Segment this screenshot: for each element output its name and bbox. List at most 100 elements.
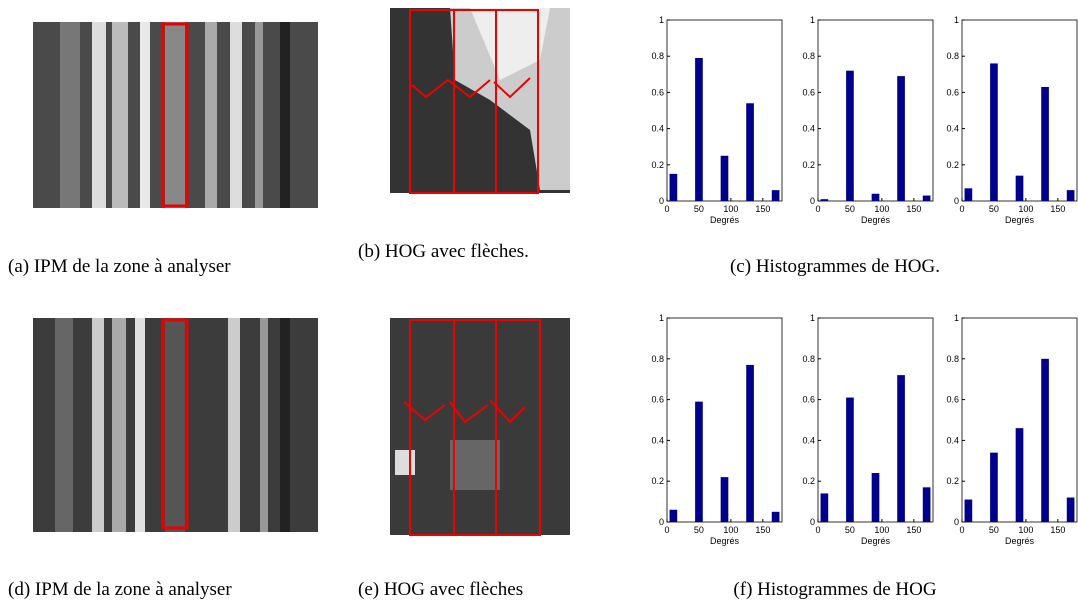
- y-tick-label: 0.6: [651, 395, 664, 405]
- bar: [846, 70, 854, 202]
- y-tick-label: 0: [954, 517, 959, 527]
- caption: (f) Histogrammes de HOG: [733, 579, 936, 600]
- x-tick-label: 50: [845, 525, 855, 535]
- x-tick-label: 0: [959, 204, 964, 214]
- y-tick-label: 0.4: [651, 435, 664, 445]
- bar: [820, 493, 829, 522]
- x-tick-label: 100: [723, 525, 738, 535]
- bar: [720, 155, 729, 201]
- axes-box: [961, 19, 1078, 202]
- y-tick-label: 1: [954, 313, 959, 323]
- bar: [771, 511, 780, 522]
- x-tick-label: 0: [664, 204, 669, 214]
- y-tick-label: 0.4: [802, 124, 815, 134]
- y-tick-label: 0.4: [946, 435, 959, 445]
- bar: [1041, 86, 1049, 201]
- bar: [746, 364, 754, 522]
- x-tick-label: 100: [723, 204, 738, 214]
- x-tick-label: 100: [874, 204, 889, 214]
- y-tick-label: 0: [659, 517, 664, 527]
- y-tick-label: 0.2: [946, 476, 959, 486]
- x-tick-label: 100: [1018, 525, 1033, 535]
- bar: [964, 188, 973, 201]
- x-axis-label: Degrés: [1005, 536, 1035, 546]
- caption: (b) HOG avec flèches.: [358, 241, 529, 262]
- x-tick-label: 150: [906, 525, 921, 535]
- y-tick-label: 0.6: [946, 395, 959, 405]
- y-tick-label: 0: [954, 196, 959, 206]
- bar: [897, 76, 905, 201]
- y-tick-label: 1: [659, 313, 664, 323]
- bar: [922, 195, 931, 201]
- bar: [746, 103, 754, 201]
- y-tick-label: 0.2: [651, 476, 664, 486]
- y-tick-label: 0: [810, 517, 815, 527]
- bar: [1066, 497, 1075, 522]
- y-tick-label: 0.2: [651, 160, 664, 170]
- bar: [669, 173, 678, 201]
- y-tick-label: 0.4: [651, 124, 664, 134]
- bar: [695, 401, 703, 522]
- bar: [820, 199, 829, 201]
- hog-image-e: [390, 318, 570, 536]
- y-tick-label: 1: [954, 15, 959, 25]
- caption: (c) Histogrammes de HOG.: [730, 256, 940, 277]
- x-tick-label: 100: [1018, 204, 1033, 214]
- bar: [669, 509, 678, 522]
- bar: [1041, 358, 1049, 522]
- bar: [922, 487, 931, 522]
- bar: [990, 452, 998, 522]
- y-tick-label: 0.8: [946, 354, 959, 364]
- y-tick-label: 1: [810, 313, 815, 323]
- y-tick-label: 1: [659, 15, 664, 25]
- y-tick-label: 1: [810, 15, 815, 25]
- bar: [771, 190, 780, 201]
- y-tick-label: 0.6: [802, 87, 815, 97]
- y-tick-label: 0.2: [802, 160, 815, 170]
- ipm-image-a: [33, 22, 318, 208]
- y-tick-label: 0.2: [802, 476, 815, 486]
- x-tick-label: 150: [755, 525, 770, 535]
- caption: (e) HOG avec flèches: [358, 579, 523, 600]
- y-tick-label: 0.2: [946, 160, 959, 170]
- caption: (a) IPM de la zone à analyser: [8, 256, 231, 277]
- y-tick-label: 0: [659, 196, 664, 206]
- x-tick-label: 50: [694, 204, 704, 214]
- x-tick-label: 50: [989, 525, 999, 535]
- x-axis-label: Degrés: [861, 536, 891, 546]
- bar: [1015, 175, 1024, 201]
- x-tick-label: 50: [694, 525, 704, 535]
- x-tick-label: 150: [1050, 204, 1065, 214]
- x-tick-label: 150: [755, 204, 770, 214]
- y-tick-label: 0.8: [802, 354, 815, 364]
- bar: [990, 63, 998, 201]
- y-tick-label: 0.6: [802, 395, 815, 405]
- y-tick-label: 0.4: [802, 435, 815, 445]
- hog-image-b: [390, 8, 570, 194]
- x-axis-label: Degrés: [710, 536, 740, 546]
- x-tick-label: 0: [815, 204, 820, 214]
- bar: [1066, 190, 1075, 201]
- y-tick-label: 0.6: [946, 87, 959, 97]
- bar: [871, 193, 880, 201]
- x-tick-label: 0: [815, 525, 820, 535]
- x-tick-label: 50: [989, 204, 999, 214]
- bar: [897, 375, 905, 522]
- x-tick-label: 50: [845, 204, 855, 214]
- bar: [695, 58, 703, 202]
- y-tick-label: 0.8: [651, 51, 664, 61]
- x-axis-label: Degrés: [861, 215, 891, 225]
- y-tick-label: 0.8: [946, 51, 959, 61]
- x-axis-label: Degrés: [1005, 215, 1035, 225]
- y-tick-label: 0.8: [651, 354, 664, 364]
- y-tick-label: 0.6: [651, 87, 664, 97]
- x-tick-label: 150: [1050, 525, 1065, 535]
- bar: [1015, 428, 1024, 522]
- bar: [964, 499, 973, 522]
- x-tick-label: 100: [874, 525, 889, 535]
- y-tick-label: 0.4: [946, 124, 959, 134]
- x-tick-label: 150: [906, 204, 921, 214]
- x-axis-label: Degrés: [710, 215, 740, 225]
- bar: [871, 473, 880, 522]
